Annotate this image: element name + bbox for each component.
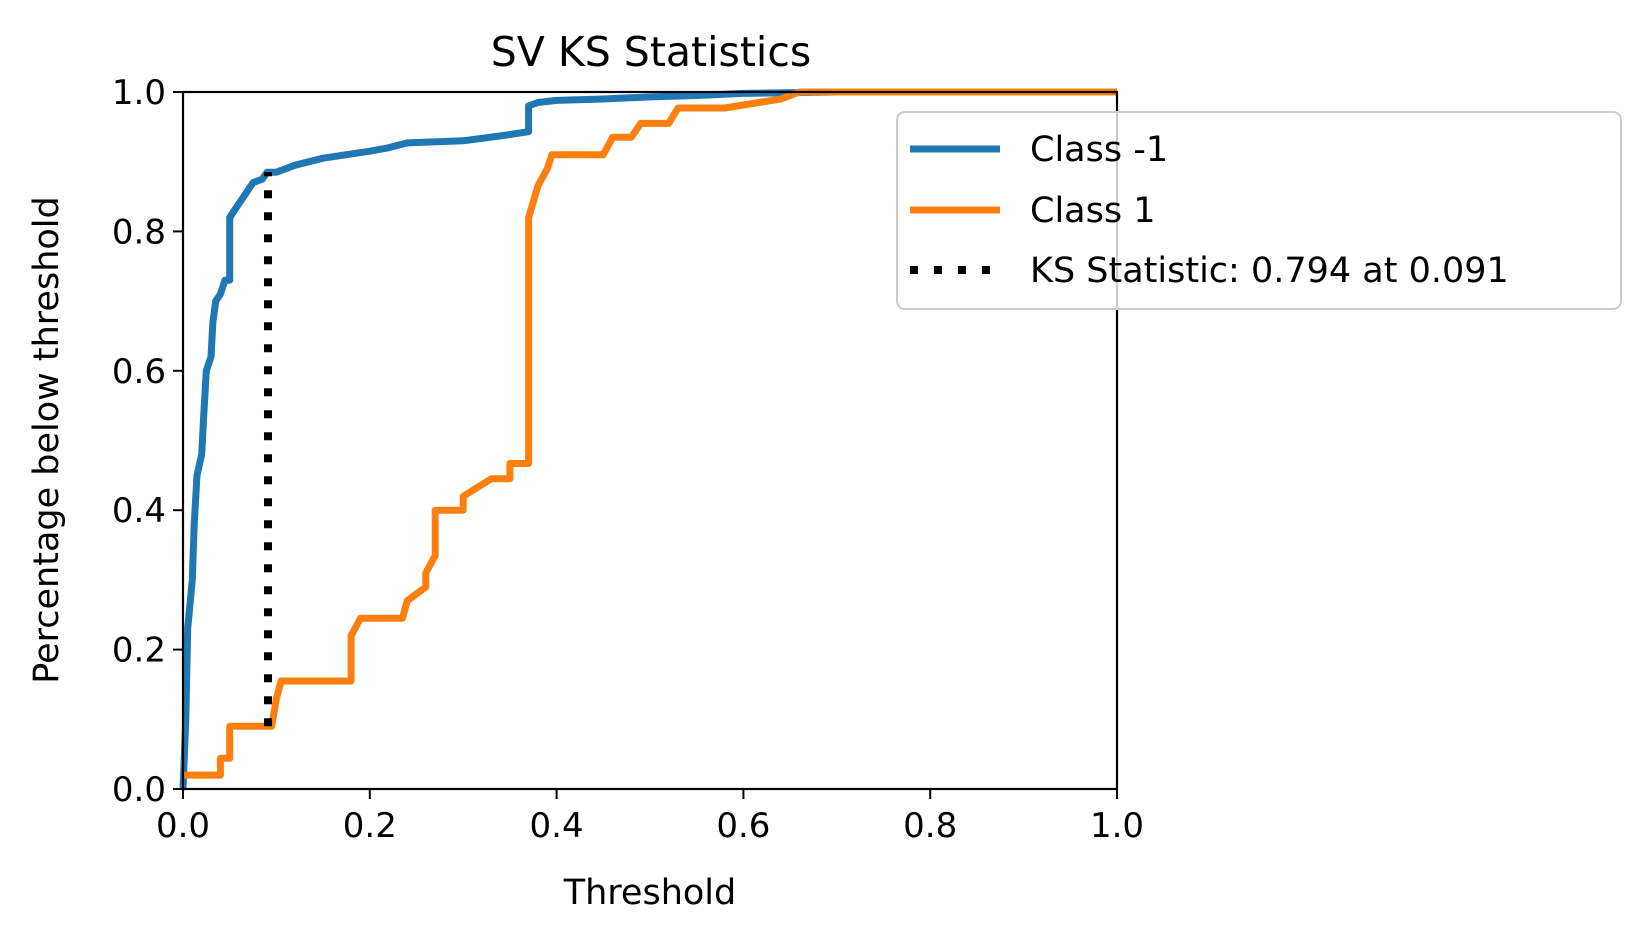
y-tick-label: 0.8 <box>112 212 166 252</box>
x-tick-label: 1.0 <box>1090 806 1144 846</box>
x-axis-label: Threshold <box>563 873 737 913</box>
y-tick-label: 0.2 <box>112 631 166 671</box>
plot-area <box>179 88 1117 790</box>
y-axis: 0.0 0.2 0.4 0.6 0.8 1.0 <box>112 73 183 810</box>
x-tick-label: 0.8 <box>903 806 957 846</box>
x-tick-label: 0.0 <box>156 806 210 846</box>
plot-frame <box>181 90 1119 791</box>
x-tick-label: 0.6 <box>716 806 770 846</box>
legend: Class -1 Class 1 KS Statistic: 0.794 at … <box>896 111 1622 310</box>
legend-label-ks-statistic: KS Statistic: 0.794 at 0.091 <box>1030 251 1509 291</box>
chart-title: SV KS Statistics <box>491 28 811 76</box>
x-tick-label: 0.4 <box>530 806 584 846</box>
x-tick-label: 0.2 <box>343 806 397 846</box>
legend-box <box>896 111 1622 310</box>
y-axis-label: Percentage below threshold <box>27 196 67 684</box>
y-tick-label: 0.0 <box>112 770 166 810</box>
legend-label-class-neg1: Class -1 <box>1030 130 1168 170</box>
y-tick-label: 0.4 <box>112 491 166 531</box>
y-tick-label: 0.6 <box>112 352 166 392</box>
x-axis: 0.0 0.2 0.4 0.6 0.8 1.0 <box>156 789 1144 846</box>
series-line-class-neg1 <box>179 88 1117 790</box>
legend-label-class-1: Class 1 <box>1030 191 1155 231</box>
y-tick-label: 1.0 <box>112 73 166 113</box>
series-line-class-1 <box>183 88 1117 779</box>
